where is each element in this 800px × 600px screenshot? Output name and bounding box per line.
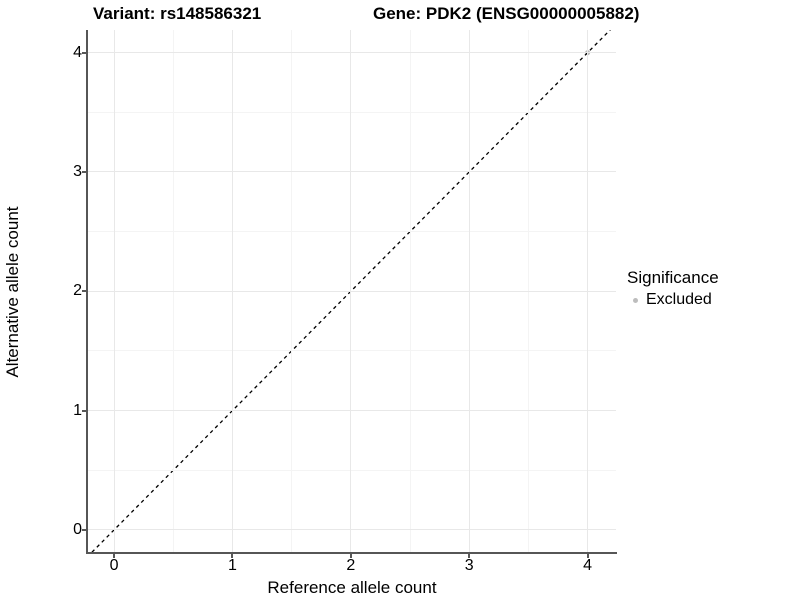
- legend: Significance Excluded: [627, 268, 719, 309]
- identity-line-dashed: [91, 30, 611, 552]
- legend-item-excluded: Excluded: [627, 291, 719, 309]
- y-tick-mark: [82, 290, 86, 293]
- y-gridline-major: [88, 529, 616, 531]
- x-tick-label: 3: [464, 557, 474, 574]
- x-tick-mark: [468, 554, 471, 558]
- y-axis-line: [86, 30, 88, 554]
- y-tick-label: 2: [73, 282, 82, 300]
- y-axis-title: Alternative allele count: [3, 206, 22, 378]
- y-tick-mark: [82, 170, 86, 173]
- y-tick-label: 1: [73, 401, 82, 419]
- plot-panel: [88, 30, 616, 552]
- y-gridline-major: [88, 171, 616, 173]
- x-tick-label: 1: [227, 557, 237, 574]
- y-tick-label: 4: [73, 43, 82, 61]
- plot-title-variant: Variant: rs148586321: [93, 4, 262, 23]
- legend-item-label: Excluded: [646, 291, 712, 308]
- x-tick-mark: [113, 554, 116, 558]
- y-gridline-major: [88, 410, 616, 412]
- y-tick-mark: [82, 528, 86, 531]
- y-tick-label: 0: [73, 520, 82, 538]
- plot-title-gene: Gene: PDK2 (ENSG00000005882): [373, 4, 640, 23]
- y-gridline-minor: [88, 111, 616, 113]
- y-gridline-minor: [88, 231, 616, 233]
- x-axis-line: [86, 552, 617, 554]
- y-tick-mark: [82, 51, 86, 54]
- x-tick-label: 0: [109, 557, 119, 574]
- x-tick-label: 4: [583, 557, 593, 574]
- x-tick-label: 2: [346, 557, 356, 574]
- legend-point-icon: [633, 297, 638, 303]
- legend-title: Significance: [627, 268, 719, 287]
- y-tick-mark: [82, 409, 86, 412]
- x-tick-mark: [231, 554, 234, 558]
- y-gridline-major: [88, 52, 616, 54]
- x-tick-mark: [349, 554, 352, 558]
- y-gridline-minor: [88, 350, 616, 352]
- x-axis-title: Reference allele count: [267, 578, 437, 597]
- y-gridline-major: [88, 290, 616, 292]
- legend-items: Excluded: [627, 291, 719, 309]
- y-tick-label: 3: [73, 162, 82, 180]
- legend-key: [627, 292, 644, 309]
- x-tick-mark: [586, 554, 589, 558]
- y-gridline-minor: [88, 469, 616, 471]
